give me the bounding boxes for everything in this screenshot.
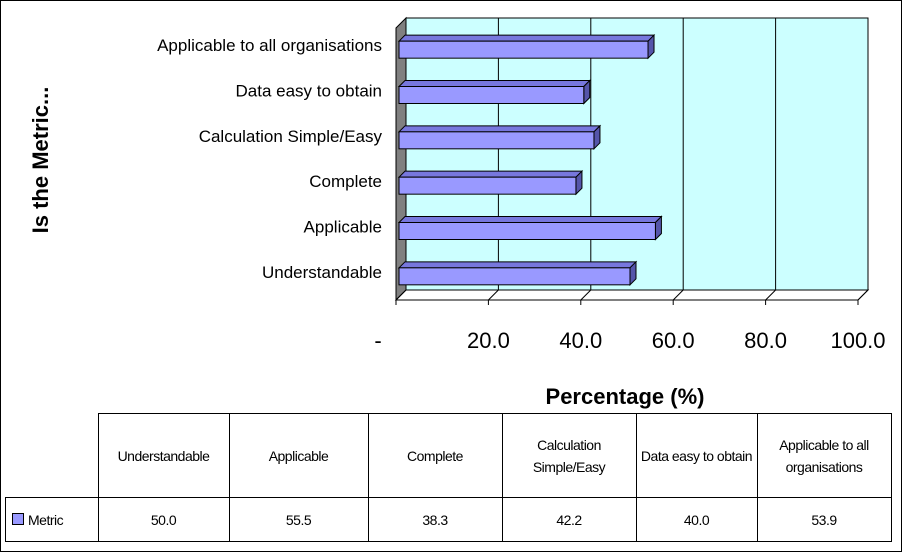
x-tick-label: 60.0 — [652, 328, 695, 353]
table-header: Data easy to obtain — [635, 413, 758, 498]
bar — [398, 222, 656, 240]
bar-top — [397, 261, 638, 269]
y-tick-label: Applicable — [304, 217, 382, 236]
x-tick-label: - — [374, 328, 381, 353]
data-table: Understandable Applicable Complete Calculat… — [5, 413, 892, 542]
table-header: Applicable to all organisations — [756, 413, 892, 498]
table-value: 38.3 — [367, 497, 503, 542]
floor — [394, 289, 870, 301]
y-tick-label: Data easy to obtain — [236, 81, 382, 100]
bar — [398, 267, 631, 286]
floor-grid-line — [580, 289, 592, 301]
y-tick-label: Understandable — [262, 263, 382, 282]
legend-swatch — [12, 512, 24, 525]
floor-grid-line — [672, 289, 684, 301]
x-tick-label: 40.0 — [559, 328, 602, 353]
legend-cell: Metric — [5, 497, 99, 542]
table-header: Calculation Simple/Easy — [501, 413, 637, 498]
table-value: 53.9 — [756, 497, 892, 542]
bar-top — [397, 125, 602, 133]
y-axis-title: Is the Metric... — [28, 87, 53, 234]
x-tick-label: 100.0 — [830, 328, 885, 353]
x-axis-title: Percentage (%) — [546, 384, 705, 409]
bar-top — [397, 80, 592, 87]
floor-grid-line — [857, 289, 869, 301]
bar — [398, 176, 577, 195]
floor-grid-line — [488, 289, 499, 301]
x-tick-label: 20.0 — [467, 328, 510, 353]
bar — [398, 40, 649, 59]
y-tick-label: Applicable to all organisations — [157, 36, 382, 55]
side-wall — [395, 16, 407, 302]
x-tick-label: 80.0 — [744, 328, 787, 353]
legend-label: Metric — [28, 511, 64, 528]
bar-top — [397, 34, 656, 42]
table-value: 50.0 — [97, 497, 230, 542]
table-header: Understandable — [97, 413, 230, 498]
bar — [398, 131, 595, 150]
blank-cell — [6, 414, 99, 498]
bar — [398, 86, 585, 104]
floor-grid-line — [395, 289, 407, 301]
table-value: 42.2 — [501, 497, 637, 542]
y-tick-label: Calculation Simple/Easy — [199, 127, 383, 146]
back-wall — [405, 17, 869, 291]
table-header: Applicable — [228, 413, 369, 498]
table-header: Complete — [367, 413, 503, 498]
table-value: 55.5 — [228, 497, 369, 542]
bar-top — [397, 170, 584, 178]
table-value: 40.0 — [635, 497, 758, 542]
bar-top — [397, 216, 663, 223]
floor-grid-line — [765, 289, 776, 301]
y-tick-label: Complete — [309, 172, 382, 191]
